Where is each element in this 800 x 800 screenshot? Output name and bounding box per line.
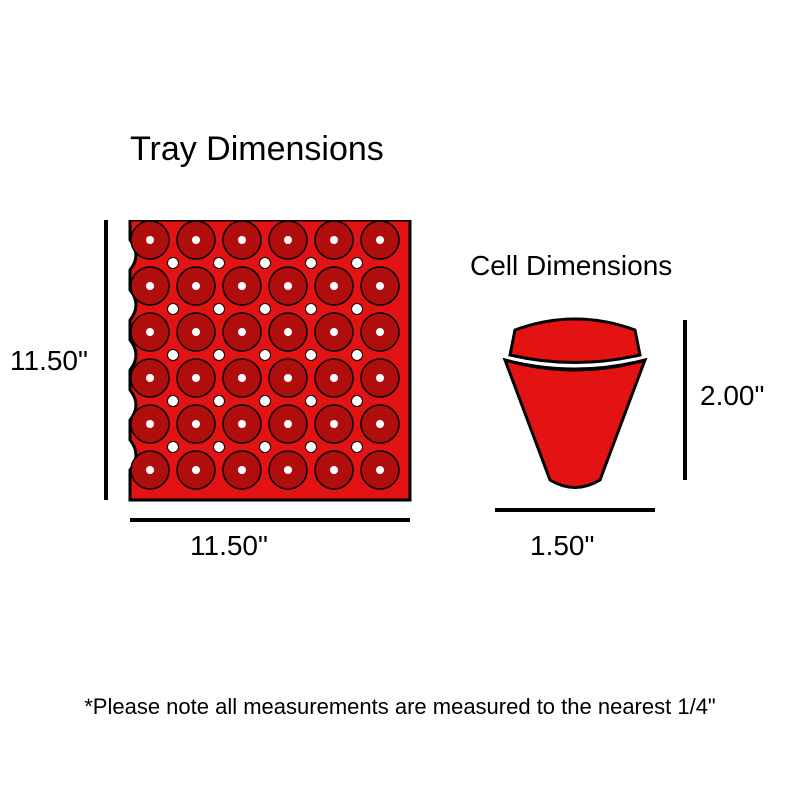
tray-title: Tray Dimensions	[130, 130, 384, 169]
tray-width-label: 11.50"	[190, 530, 268, 562]
cell-width-label: 1.50"	[530, 530, 594, 562]
tray-illustration	[100, 220, 420, 540]
cell-title: Cell Dimensions	[470, 250, 672, 282]
tray-height-label: 11.50"	[10, 345, 88, 377]
footnote: *Please note all measurements are measur…	[0, 694, 800, 720]
cell-illustration	[480, 300, 700, 530]
cell-height-label: 2.00"	[700, 380, 764, 412]
